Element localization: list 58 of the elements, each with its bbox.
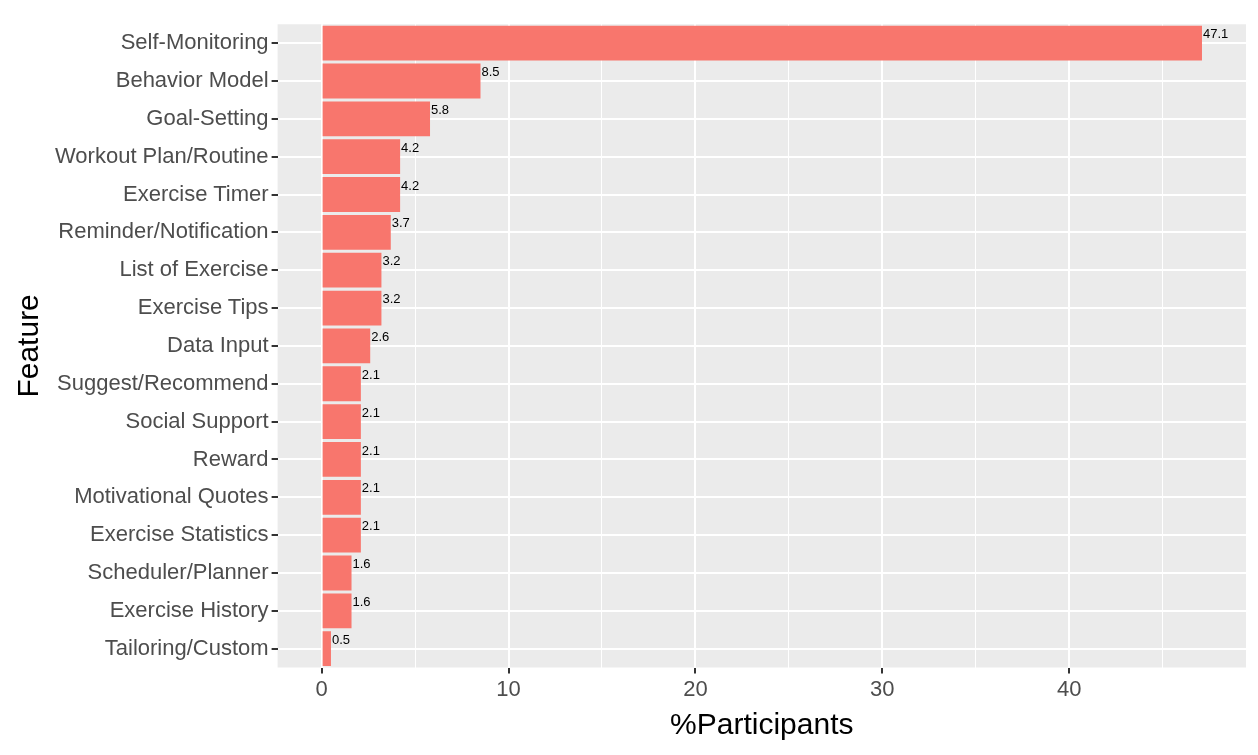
y-tick-label: Social Support	[125, 407, 269, 433]
bar	[322, 63, 481, 99]
bar	[322, 177, 401, 212]
y-tick-label: Data Input	[167, 331, 269, 357]
y-tick-label: Self-Monitoring	[120, 29, 269, 55]
bar	[322, 593, 352, 629]
data-label: 4.2	[401, 139, 420, 155]
y-tick-label: Exercise Tips	[137, 294, 269, 320]
bar	[322, 214, 391, 250]
y-tick-label: Suggest/Recommend	[57, 369, 269, 395]
data-label: 5.8	[431, 101, 450, 117]
y-tick-label: Exercise Statistics	[90, 521, 269, 547]
data-label: 3.7	[391, 215, 410, 231]
bar	[322, 479, 361, 515]
data-label: 2.6	[371, 328, 390, 344]
data-label: 3.2	[382, 291, 401, 307]
data-label: 2.1	[361, 442, 380, 458]
bar	[322, 517, 361, 553]
y-tick-label: List of Exercise	[119, 256, 269, 282]
y-tick-label: Workout Plan/Routine	[54, 142, 269, 168]
data-label: 4.2	[401, 177, 420, 193]
x-tick-label: 40	[1057, 675, 1082, 701]
bar	[322, 252, 382, 288]
bar	[322, 555, 352, 591]
y-tick-label: Reward	[192, 445, 269, 471]
bar	[322, 101, 431, 137]
bar	[322, 290, 382, 326]
bar	[322, 631, 331, 667]
data-label: 8.5	[481, 64, 500, 80]
bar	[322, 139, 401, 175]
bar	[322, 366, 361, 402]
y-axis-title: Feature	[11, 294, 45, 398]
data-label: 2.1	[361, 404, 380, 420]
y-tick-label: Behavior Model	[115, 67, 269, 93]
x-tick-label: 10	[496, 675, 521, 701]
x-tick-label: 0	[315, 675, 328, 701]
data-label: 1.6	[352, 593, 371, 609]
data-label: 2.1	[361, 366, 380, 382]
bar	[322, 442, 361, 477]
data-label: 1.6	[352, 556, 371, 572]
y-tick-label: Reminder/Notification	[58, 218, 269, 244]
x-axis-title: %Participants	[670, 707, 854, 741]
x-tick-label: 20	[683, 675, 708, 701]
y-tick-label: Tailoring/Custom	[104, 634, 269, 660]
data-label: 0.5	[331, 631, 351, 647]
y-tick-label: Exercise History	[109, 596, 269, 622]
bar	[322, 25, 1202, 61]
data-label: 2.1	[361, 480, 380, 496]
y-tick-label: Goal-Setting	[146, 104, 269, 130]
data-label: 3.2	[382, 253, 401, 269]
data-label: 47.1	[1202, 26, 1229, 42]
bar	[322, 404, 361, 439]
y-tick-label: Exercise Timer	[123, 180, 269, 206]
y-tick-label: Scheduler/Planner	[87, 559, 269, 585]
x-tick-label: 30	[870, 675, 895, 701]
bar	[322, 328, 371, 364]
y-tick-label: Motivational Quotes	[74, 483, 269, 509]
data-label: 2.1	[361, 518, 380, 534]
